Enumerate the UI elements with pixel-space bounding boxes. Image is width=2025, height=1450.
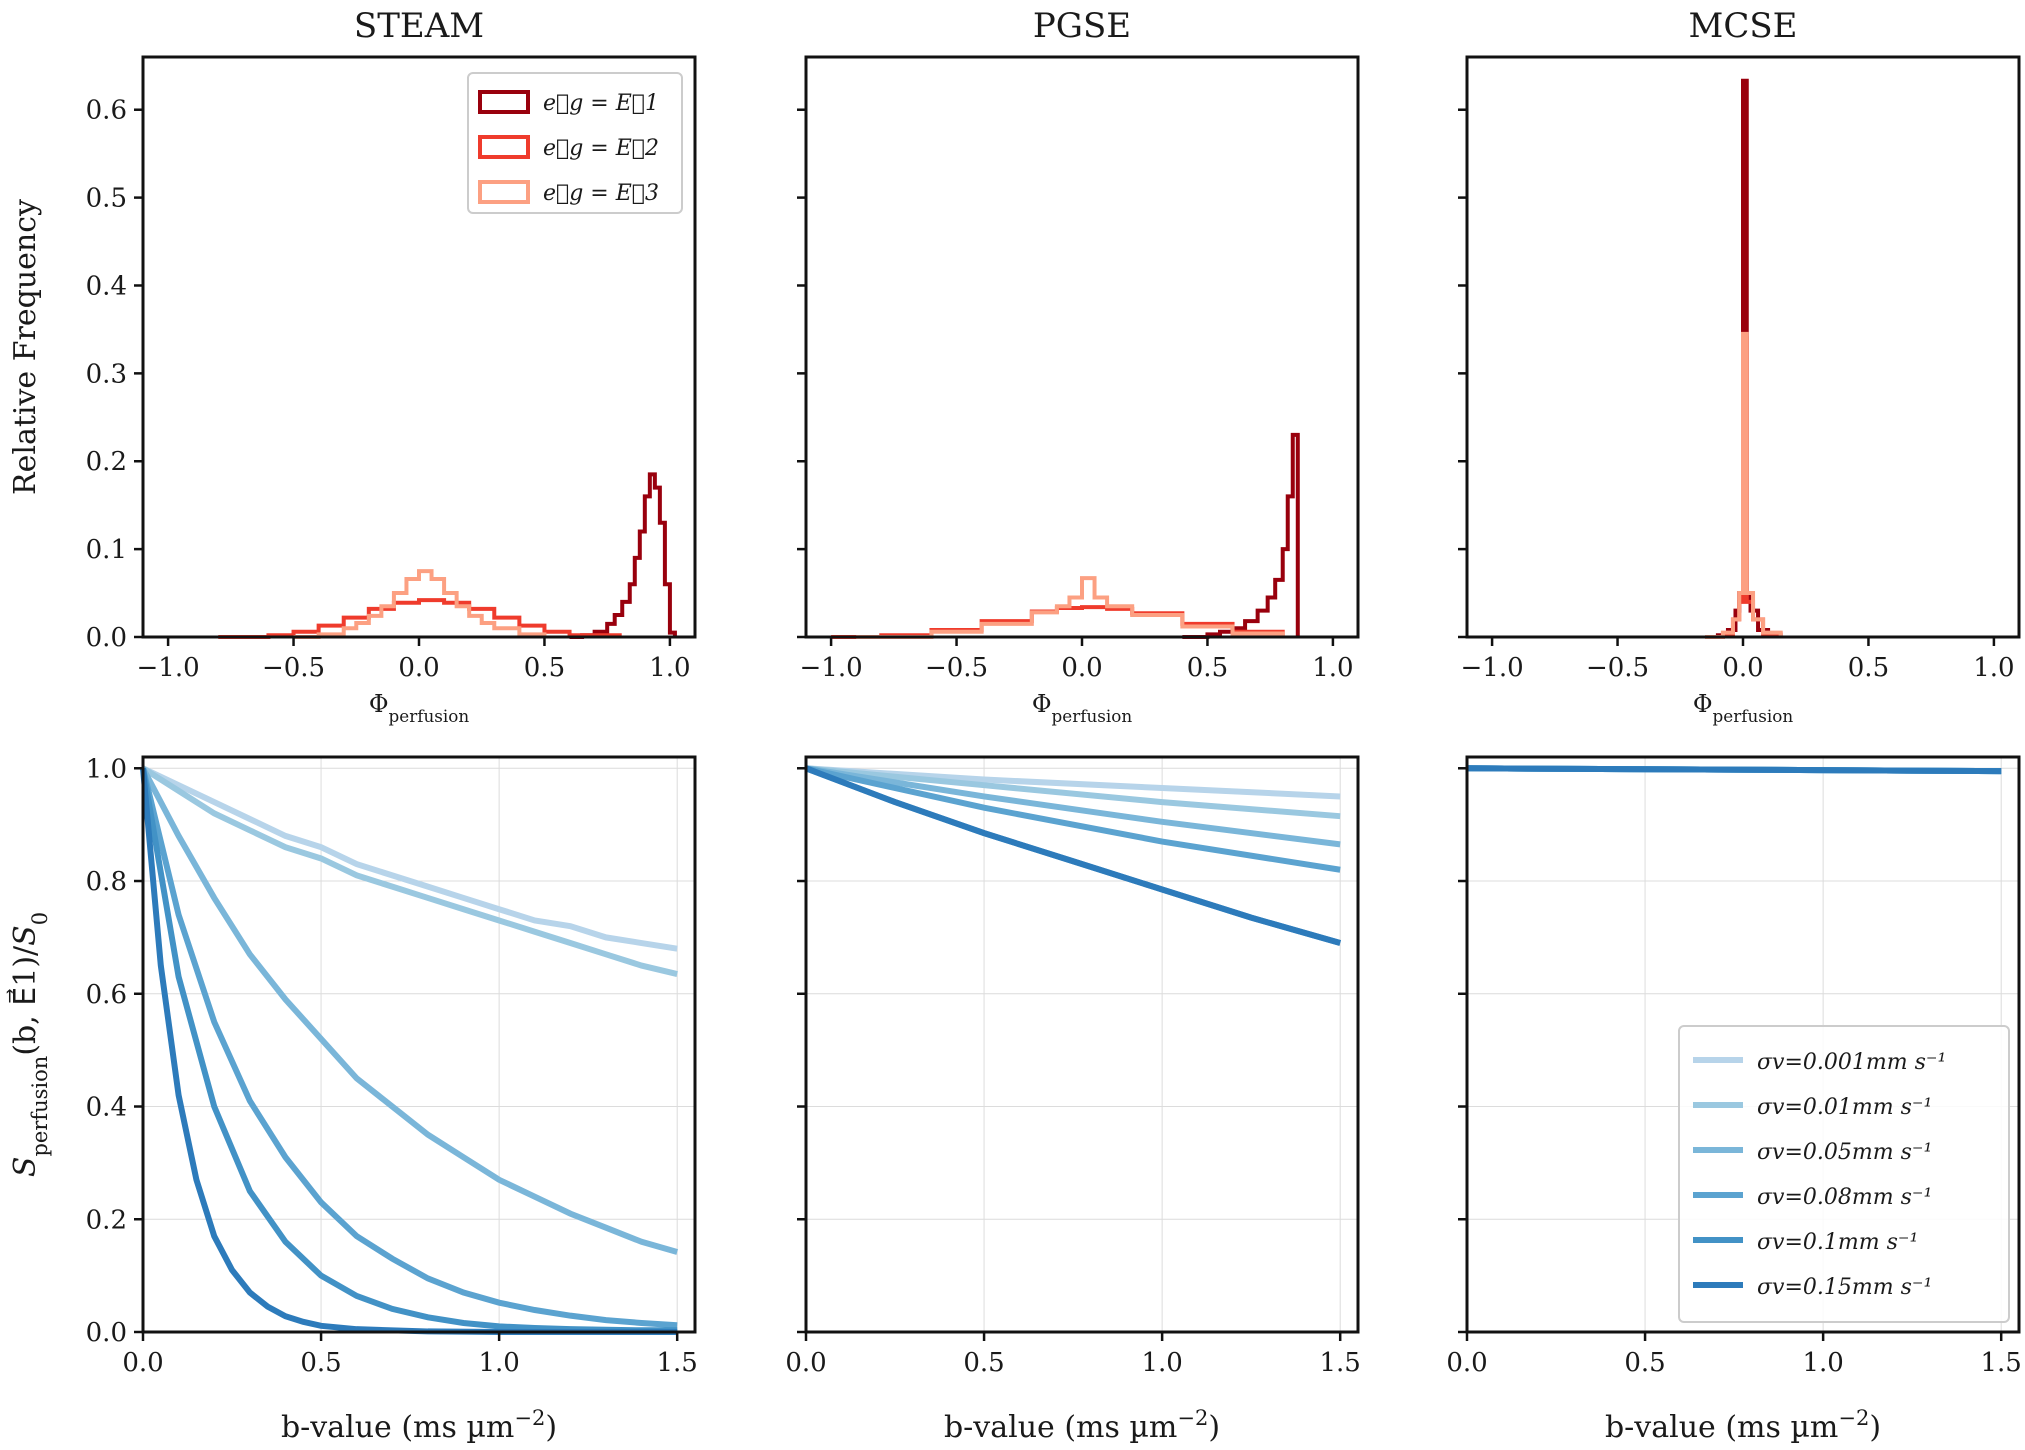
y-tick-label: 0.6 xyxy=(86,96,127,126)
histogram-series-1 xyxy=(1182,432,1300,639)
x-tick-label: 1.0 xyxy=(1802,1348,1843,1378)
panel-title: MCSE xyxy=(1689,6,1798,46)
sigma-legend: σv=0.001mm s⁻¹ σv=0.01mm s⁻¹ σv=0.05mm s⁻¹… xyxy=(1678,1025,2010,1323)
y-tick-label: 0.2 xyxy=(86,447,127,477)
x-tick-label: 0.0 xyxy=(398,653,439,683)
y-tick-label: 0.1 xyxy=(86,535,127,565)
x-axis-label: b-value (ms µm−2) xyxy=(281,1406,557,1445)
x-tick-label: 0.5 xyxy=(1624,1348,1665,1378)
signal-curve-6 xyxy=(804,765,1342,946)
y-tick-label: 0.0 xyxy=(86,1318,127,1348)
y-tick-label: 1.0 xyxy=(86,754,127,784)
legend-frame xyxy=(467,72,683,214)
axes-frame xyxy=(804,755,1360,1334)
histogram-series-2 xyxy=(218,598,622,639)
x-tick-label: 0.5 xyxy=(300,1348,341,1378)
x-tick-label: 0.5 xyxy=(963,1348,1004,1378)
axes-frame xyxy=(141,755,697,1334)
legend-entry: σv=0.15mm s⁻¹ xyxy=(1757,1275,1932,1300)
panel-mcse-signal: 0.0 0.5 1.0 1.5 b-value (ms µm−2) σv=0.001mm … xyxy=(1446,755,2022,1445)
histogram-series-3 xyxy=(293,569,547,639)
legend-swatch xyxy=(478,180,530,204)
panel-pgse-signal: 0.0 0.5 1.0 1.5 b-value (ms µm−2) xyxy=(785,755,1361,1445)
x-tick-label: 1.0 xyxy=(1141,1348,1182,1378)
signal-curve-2 xyxy=(805,765,1341,820)
signal-curve-5 xyxy=(140,767,678,1334)
legend-frame xyxy=(1678,1025,2010,1323)
y-tick-label: 0.6 xyxy=(86,980,127,1010)
x-axis-label: b-value (ms µm−2) xyxy=(1605,1406,1881,1445)
x-tick-label: −1.0 xyxy=(137,653,200,683)
legend-entry: σv=0.08mm s⁻¹ xyxy=(1757,1185,1932,1210)
legend-swatch xyxy=(478,90,530,114)
y-tick-label: 0.4 xyxy=(86,271,127,301)
signal-curve-1 xyxy=(141,765,678,952)
histogram-series-3 xyxy=(1705,331,1783,639)
signal-curve-3 xyxy=(140,766,679,1255)
legend-entry: e⃗g = E⃗1 xyxy=(543,91,659,116)
x-axis-label: b-value (ms µm−2) xyxy=(944,1406,1220,1445)
panel-mcse-histogram: MCSE −1.0 −0.5 0.0 0.5 1.0 Φperfusion xyxy=(1458,6,2021,726)
legend-entry: σv=0.1mm s⁻¹ xyxy=(1757,1230,1918,1255)
axes-frame xyxy=(804,55,1360,639)
x-tick-label: 0.0 xyxy=(122,1348,163,1378)
panel-pgse-histogram: PGSE −1.0 −0.5 0.0 0.5 1.0 Φperfusion xyxy=(797,6,1360,726)
x-tick-label: −1.0 xyxy=(1461,653,1524,683)
panel-steam-histogram: STEAM −1.0 −0.5 0.0 0.5 1.0 0.0 0.1 0.2 0.3 0.4 0.5… xyxy=(8,6,697,726)
x-tick-label: 0.5 xyxy=(524,653,565,683)
x-tick-label: 0.0 xyxy=(1061,653,1102,683)
y-tick-label: 0.2 xyxy=(86,1205,127,1235)
y-axis-label: Relative Frequency xyxy=(8,199,43,495)
axes-frame xyxy=(1465,755,2021,1334)
histogram-series-1 xyxy=(569,472,677,639)
y-tick-label: 0.3 xyxy=(86,359,127,389)
x-tick-label: −0.5 xyxy=(262,653,325,683)
signal-curve-4 xyxy=(805,765,1341,873)
histogram-series-3 xyxy=(856,576,1285,639)
x-tick-label: 1.0 xyxy=(478,1348,519,1378)
legend-entry: σv=0.01mm s⁻¹ xyxy=(1757,1095,1932,1120)
x-tick-label: −1.0 xyxy=(800,653,863,683)
legend-swatch xyxy=(478,135,530,159)
x-tick-label: −0.5 xyxy=(1586,653,1649,683)
x-tick-label: 1.0 xyxy=(1973,653,2014,683)
legend-entry: σv=0.05mm s⁻¹ xyxy=(1757,1140,1932,1165)
x-tick-label: 1.5 xyxy=(1981,1348,2022,1378)
y-tick-label: 0.5 xyxy=(86,184,127,214)
signal-curve-3 xyxy=(805,765,1341,848)
histogram-legend: e⃗g = E⃗1 e⃗g = E⃗2 e⃗g = E⃗3 xyxy=(467,72,683,214)
x-tick-label: −0.5 xyxy=(925,653,988,683)
x-tick-label: 0.5 xyxy=(1187,653,1228,683)
y-axis-label: Sperfusion(b, E⃗1)/S0 xyxy=(7,912,52,1177)
y-tick-label: 0.8 xyxy=(86,867,127,897)
signal-curve-6 xyxy=(1466,765,2002,775)
signal-curve-6 xyxy=(140,768,678,1335)
x-tick-label: 0.0 xyxy=(1446,1348,1487,1378)
legend-entry: σv=0.001mm s⁻¹ xyxy=(1757,1050,1946,1075)
legend-entry: e⃗g = E⃗3 xyxy=(543,181,659,206)
panel-title: PGSE xyxy=(1033,6,1131,46)
x-axis-label: Φperfusion xyxy=(1693,690,1793,726)
panel-steam-signal: 0.0 0.5 1.0 1.5 0.0 0.2 0.4 0.6 0.8 1.0 b-value (m… xyxy=(7,754,698,1445)
x-tick-label: 0.5 xyxy=(1848,653,1889,683)
panel-title: STEAM xyxy=(354,6,484,46)
x-axis-label: Φperfusion xyxy=(369,690,469,726)
x-tick-label: 1.5 xyxy=(657,1348,698,1378)
legend-entry: e⃗g = E⃗2 xyxy=(543,136,659,161)
x-tick-label: 0.0 xyxy=(785,1348,826,1378)
signal-curve-2 xyxy=(141,765,678,977)
x-axis-label: Φperfusion xyxy=(1032,690,1132,726)
signal-curve-4 xyxy=(140,767,678,1329)
y-tick-label: 0.0 xyxy=(86,623,127,653)
x-tick-label: 1.5 xyxy=(1320,1348,1361,1378)
y-tick-label: 0.4 xyxy=(86,1093,127,1123)
x-tick-label: 1.0 xyxy=(1312,653,1353,683)
x-tick-label: 1.0 xyxy=(649,653,690,683)
x-tick-label: 0.0 xyxy=(1722,653,1763,683)
